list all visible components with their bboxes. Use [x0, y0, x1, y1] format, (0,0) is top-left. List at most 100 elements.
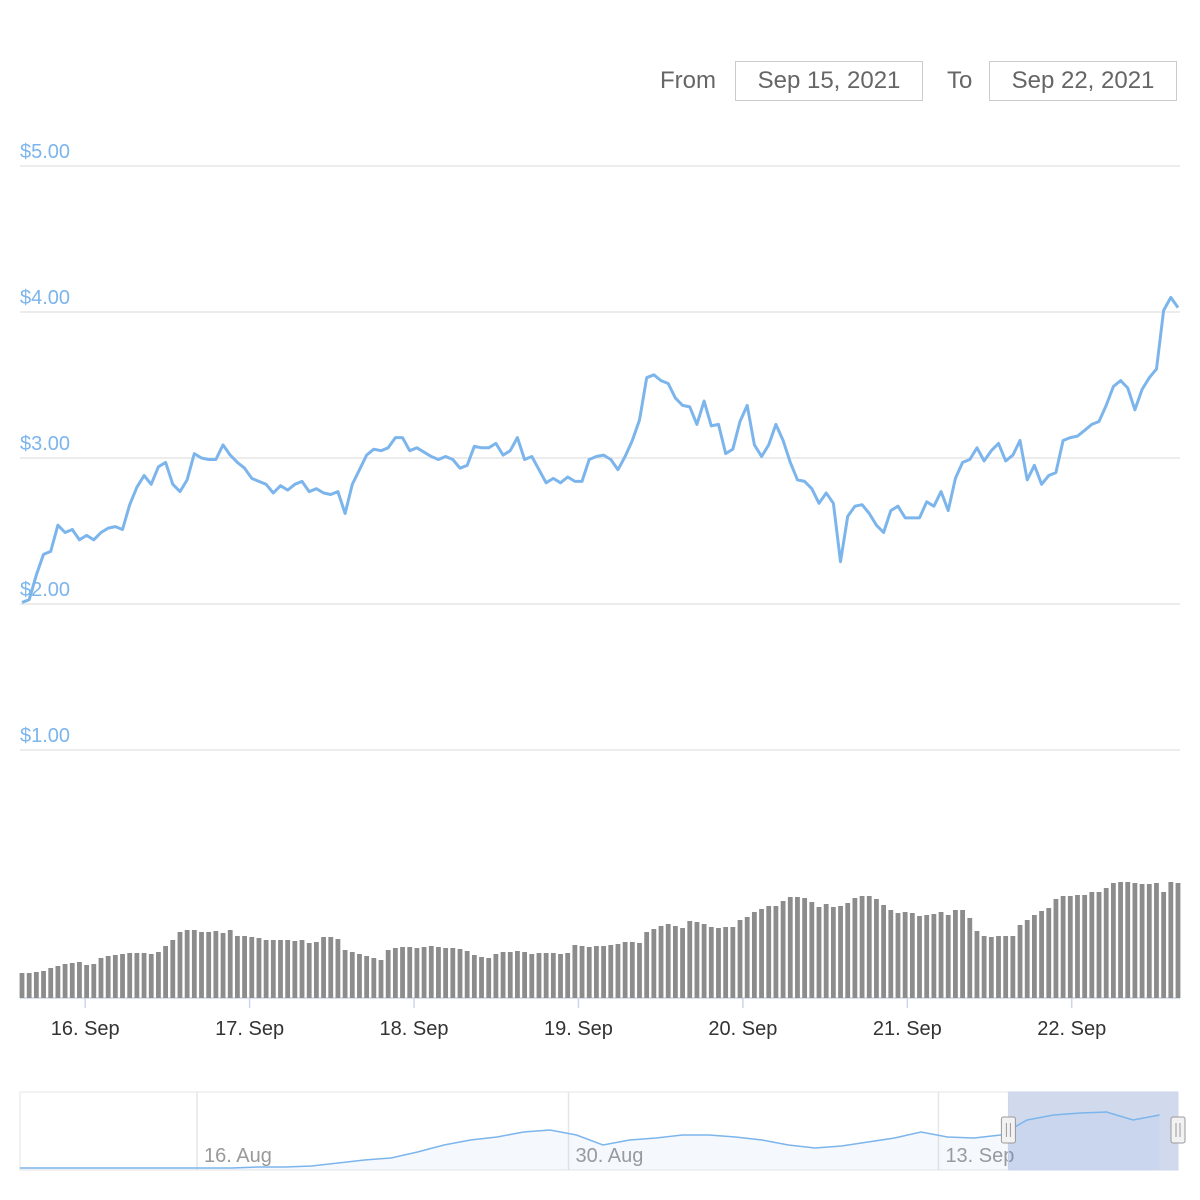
- volume-bar: [1017, 925, 1023, 998]
- volume-bar: [98, 958, 104, 998]
- volume-bar: [1103, 888, 1109, 998]
- volume-bar: [1096, 892, 1102, 998]
- y-tick-label: $1.00: [20, 725, 70, 747]
- volume-bar: [615, 944, 621, 998]
- volume-bar: [120, 954, 125, 998]
- volume-bar: [881, 905, 887, 998]
- volume-bar: [874, 899, 879, 998]
- volume-bar: [48, 968, 54, 998]
- volume-bar: [1003, 936, 1009, 998]
- volume-bar: [802, 898, 808, 998]
- volume-bar: [1154, 883, 1159, 998]
- volume-bar: [945, 915, 951, 998]
- to-input[interactable]: Sep 22, 2021: [989, 61, 1177, 101]
- volume-bar: [313, 942, 319, 998]
- volume-bar: [385, 950, 391, 998]
- volume-bar: [665, 924, 671, 998]
- volume-bar: [285, 940, 291, 998]
- navigator-frame: [19, 1091, 1179, 1171]
- volume-bar: [436, 947, 441, 998]
- volume-bar: [1146, 884, 1152, 998]
- volume-bar: [988, 937, 994, 998]
- from-input[interactable]: Sep 15, 2021: [735, 61, 923, 101]
- navigator-handle: [1170, 1116, 1186, 1144]
- volume-bar: [672, 926, 678, 998]
- volume-bar: [414, 948, 420, 998]
- volume-bar: [529, 954, 535, 998]
- volume-bar: [299, 940, 305, 998]
- x-tick-label: 20. Sep: [708, 1018, 777, 1040]
- volume-bar: [342, 950, 348, 998]
- volume-bar: [156, 952, 161, 998]
- volume-bar: [515, 951, 520, 998]
- volume-bar: [953, 910, 958, 998]
- volume-bar: [902, 912, 908, 998]
- volume-bar: [1089, 892, 1095, 998]
- volume-bar: [328, 937, 334, 998]
- volume-bar: [780, 901, 786, 998]
- volume-bar: [558, 954, 563, 998]
- volume-bar: [996, 936, 1001, 998]
- x-tick-label: 21. Sep: [873, 1018, 942, 1040]
- volume-bar: [895, 913, 901, 998]
- volume-bar: [357, 954, 362, 998]
- x-tick-label: 19. Sep: [544, 1018, 613, 1040]
- volume-bar: [62, 964, 68, 998]
- volume-bar: [967, 918, 973, 998]
- volume-bar: [550, 953, 556, 998]
- volume-bar: [730, 927, 736, 998]
- volume-bar: [69, 963, 75, 998]
- volume-bar: [960, 910, 965, 998]
- x-tick-label: 18. Sep: [380, 1018, 449, 1040]
- volume-bar: [737, 920, 743, 998]
- volume-bar: [773, 906, 779, 998]
- volume-bar: [974, 931, 980, 998]
- volume-bar: [708, 927, 714, 998]
- volume-bar: [479, 957, 484, 998]
- volume-bar: [909, 913, 915, 998]
- volume-bar: [349, 952, 355, 998]
- volume-bar: [500, 952, 506, 998]
- navigator-tick-label: 13. Sep: [945, 1145, 1014, 1167]
- volume-bar: [471, 955, 477, 998]
- volume-bar: [658, 926, 664, 998]
- volume-bar: [601, 946, 606, 998]
- volume-bar: [838, 906, 843, 998]
- volume-bar: [1010, 936, 1016, 998]
- volume-bar: [134, 953, 140, 998]
- volume-bar: [809, 902, 815, 998]
- volume-bar: [371, 958, 377, 998]
- y-tick-label: $2.00: [20, 579, 70, 601]
- volume-bar: [443, 948, 449, 998]
- volume-bar: [507, 952, 513, 998]
- volume-bar: [543, 953, 549, 998]
- volume-bar: [1175, 883, 1181, 998]
- volume-bar: [55, 966, 61, 998]
- volume-bar: [112, 955, 118, 998]
- volume-bar: [888, 910, 894, 998]
- volume-bar: [766, 906, 772, 998]
- y-tick-label: $3.00: [20, 433, 70, 455]
- volume-bar: [572, 945, 578, 998]
- volume-bar: [127, 953, 133, 998]
- volume-bar: [77, 962, 82, 998]
- volume-bar: [1053, 899, 1059, 998]
- volume-bar: [263, 940, 269, 998]
- volume-bar: [191, 930, 197, 998]
- volume-bar: [586, 947, 592, 998]
- volume-bar: [33, 972, 39, 998]
- volume-bar: [687, 921, 693, 998]
- volume-bar: [486, 958, 492, 998]
- volume-bar: [184, 930, 190, 998]
- volume-bar: [938, 912, 944, 998]
- x-tick-label: 22. Sep: [1037, 1018, 1106, 1040]
- volume-bar: [407, 947, 413, 998]
- x-tick-label: 17. Sep: [215, 1018, 284, 1040]
- volume-bar: [1139, 884, 1145, 998]
- volume-bar: [464, 951, 470, 998]
- volume-bar: [177, 932, 183, 998]
- volume-bar: [795, 897, 800, 998]
- y-tick-label: $4.00: [20, 287, 70, 309]
- volume-bar: [170, 940, 176, 998]
- volume-bar: [19, 973, 25, 998]
